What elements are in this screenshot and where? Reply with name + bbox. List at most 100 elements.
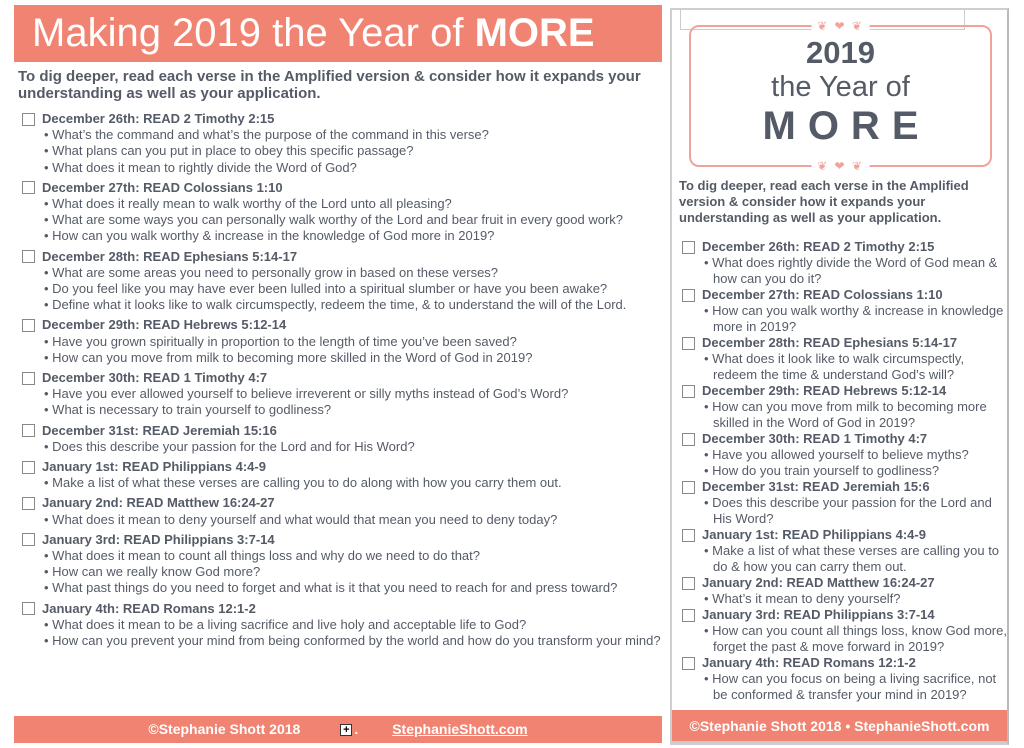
question: How can you focus on being a living sacr… [682, 671, 1007, 703]
reading-title-text: December 28th: READ Ephesians 5:14-17 [42, 248, 298, 264]
question: Define what it looks like to walk circum… [22, 297, 662, 313]
reading-title: January 2nd: READ Matthew 16:24-27 [682, 575, 1007, 591]
question: What plans can you put in place to obey … [22, 143, 662, 159]
reading-title-text: January 2nd: READ Matthew 16:24-27 [702, 575, 935, 590]
reading-title-text: January 4th: READ Romans 12:1-2 [702, 655, 916, 670]
reading-item: December 26th: READ 2 Timothy 2:15What d… [682, 239, 1007, 287]
question: Make a list of what these verses are cal… [22, 475, 662, 491]
title-frame: ❦ ❤ ❦ 2019 the Year of MORE ❦ ❤ ❦ [689, 19, 992, 173]
reading-title-text: December 28th: READ Ephesians 5:14-17 [702, 335, 958, 350]
reading-title-text: January 3rd: READ Philippians 3:7-14 [42, 531, 275, 547]
question: Have you allowed yourself to believe myt… [682, 447, 1007, 463]
reading-item: January 4th: READ Romans 12:1-2What does… [22, 601, 662, 650]
reading-item: December 31st: READ Jeremiah 15:16Does t… [22, 423, 662, 455]
reading-item: January 3rd: READ Philippians 3:7-14How … [682, 607, 1007, 655]
question: How can you move from milk to becoming m… [682, 399, 1007, 431]
question: What’s it mean to deny yourself? [682, 591, 1007, 607]
reading-title: January 4th: READ Romans 12:1-2 [682, 655, 1007, 671]
question: How can you prevent your mind from being… [22, 633, 662, 649]
reading-title-text: December 30th: READ 1 Timothy 4:7 [42, 370, 268, 386]
copyright: ©Stephanie Shott 2018 [148, 721, 301, 737]
checkbox[interactable] [682, 528, 695, 542]
left-page: Making 2019 the Year of MORE To dig deep… [14, 5, 662, 653]
question: What does rightly divide the Word of God… [682, 255, 1007, 287]
question: How can we really know God more? [22, 564, 662, 580]
reading-title: December 29th: READ Hebrews 5:12-14 [22, 317, 662, 333]
checkbox[interactable] [22, 112, 35, 126]
checkbox[interactable] [682, 384, 695, 398]
checkbox[interactable] [22, 424, 35, 438]
page-title: Making 2019 the Year of MORE [14, 5, 662, 62]
checkbox[interactable] [22, 533, 35, 547]
card-year: 2019 [806, 35, 875, 70]
ornament-top-icon: ❦ ❤ ❦ [811, 19, 870, 33]
checkbox[interactable] [682, 608, 695, 622]
checkbox[interactable] [22, 460, 35, 474]
reading-title: January 3rd: READ Philippians 3:7-14 [22, 532, 662, 548]
reading-title-text: January 4th: READ Romans 12:1-2 [42, 600, 256, 616]
reading-title-text: December 30th: READ 1 Timothy 4:7 [702, 431, 928, 446]
checkbox[interactable] [22, 602, 35, 616]
checkbox[interactable] [22, 250, 35, 264]
reading-item: January 4th: READ Romans 12:1-2How can y… [682, 655, 1007, 703]
question: What does it mean to count all things lo… [22, 548, 662, 564]
reading-title-text: December 29th: READ Hebrews 5:12-14 [702, 383, 947, 398]
checkbox[interactable] [682, 480, 695, 494]
reading-item: January 1st: READ Philippians 4:4-9Make … [22, 459, 662, 491]
reading-title: January 2nd: READ Matthew 16:24-27 [22, 495, 662, 511]
reading-title: January 1st: READ Philippians 4:4-9 [682, 527, 1007, 543]
question: Do you feel like you may have ever been … [22, 281, 662, 297]
checkbox[interactable] [682, 240, 695, 254]
checkbox[interactable] [682, 656, 695, 670]
reading-title-text: January 1st: READ Philippians 4:4-9 [42, 459, 266, 475]
reading-title: December 29th: READ Hebrews 5:12-14 [682, 383, 1007, 399]
question: Have you ever allowed yourself to believ… [22, 386, 662, 402]
title-text: Making 2019 the Year of [32, 11, 475, 55]
reading-item: December 28th: READ Ephesians 5:14-17Wha… [22, 249, 662, 314]
reading-list: December 26th: READ 2 Timothy 2:15What’s… [22, 111, 662, 649]
checkbox[interactable] [22, 181, 35, 195]
question: What is necessary to train yourself to g… [22, 402, 662, 418]
title-emphasis: MORE [474, 11, 595, 55]
reading-item: December 27th: READ Colossians 1:10How c… [682, 287, 1007, 335]
website-link[interactable]: StephanieShott.com [392, 721, 528, 737]
dot: . [354, 721, 359, 737]
card-footer: ©Stephanie Shott 2018 • StephanieShott.c… [672, 710, 1007, 743]
question: Does this describe your passion for the … [682, 495, 1007, 527]
left-footer: ©Stephanie Shott 2018 +. StephanieShott.co… [14, 716, 662, 743]
reading-item: December 29th: READ Hebrews 5:12-14Have … [22, 317, 662, 366]
reading-item: January 3rd: READ Philippians 3:7-14What… [22, 532, 662, 597]
checkbox[interactable] [682, 432, 695, 446]
reading-item: December 27th: READ Colossians 1:10 What … [22, 180, 662, 245]
checkbox[interactable] [682, 336, 695, 350]
right-card: ❦ ❤ ❦ 2019 the Year of MORE ❦ ❤ ❦ To dig… [670, 8, 1009, 745]
reading-title-text: December 27th: READ Colossians 1:10 [702, 287, 943, 302]
checkbox[interactable] [22, 319, 35, 333]
card-subtitle: the Year of [771, 71, 910, 103]
question: What’s the command and what’s the purpos… [22, 127, 662, 143]
reading-title: January 4th: READ Romans 12:1-2 [22, 601, 662, 617]
question: What are some areas you need to personal… [22, 265, 662, 281]
checkbox[interactable] [682, 576, 695, 590]
reading-title: December 30th: READ 1 Timothy 4:7 [682, 431, 1007, 447]
reading-title: December 31st: READ Jeremiah 15:6 [682, 479, 1007, 495]
plus-icon[interactable]: + [340, 724, 353, 737]
card-intro: To dig deeper, read each verse in the Am… [679, 178, 969, 225]
question: What does it look like to walk circumspe… [682, 351, 1007, 383]
checkbox[interactable] [682, 288, 695, 302]
reading-title-text: December 27th: READ Colossians 1:10 [42, 179, 283, 195]
reading-title-text: December 31st: READ Jeremiah 15:16 [42, 422, 277, 438]
question: What past things do you need to forget a… [22, 580, 662, 596]
question: What does it mean to be a living sacrifi… [22, 617, 662, 633]
checkbox[interactable] [22, 371, 35, 385]
question: What does it mean to rightly divide the … [22, 160, 662, 176]
reading-item: December 30th: READ 1 Timothy 4:7Have yo… [22, 370, 662, 419]
reading-title: December 27th: READ Colossians 1:10 [682, 287, 1007, 303]
question: What are some ways you can personally wa… [22, 212, 662, 228]
question: How can you walk worthy & increase in th… [22, 228, 662, 244]
reading-title: December 30th: READ 1 Timothy 4:7 [22, 370, 662, 386]
reading-item: December 28th: READ Ephesians 5:14-17Wha… [682, 335, 1007, 383]
checkbox[interactable] [22, 497, 35, 511]
question: Does this describe your passion for the … [22, 439, 662, 455]
question: How can you move from milk to becoming m… [22, 350, 662, 366]
